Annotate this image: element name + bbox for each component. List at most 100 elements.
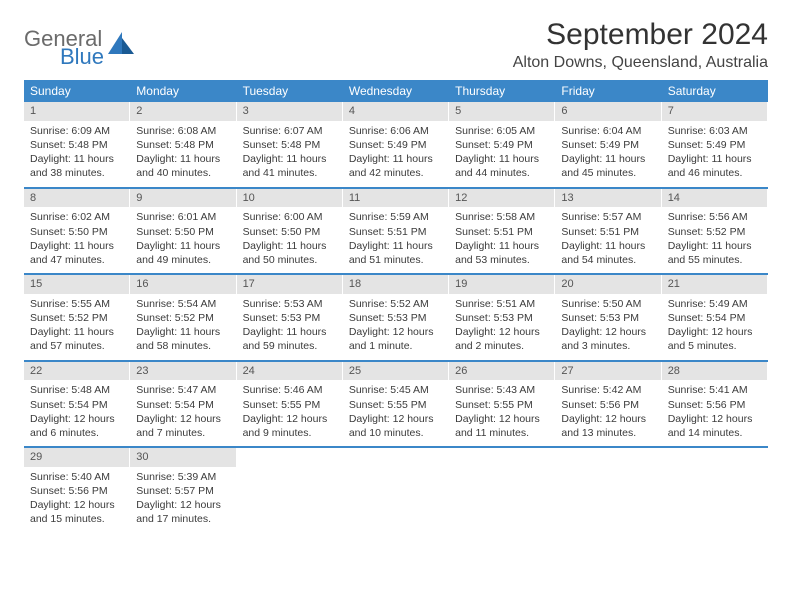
daylight-line: Daylight: 11 hours and 42 minutes.: [349, 152, 442, 180]
weekday-header: Monday: [130, 80, 236, 102]
weekday-header: Friday: [555, 80, 661, 102]
calendar-day-cell: 28Sunrise: 5:41 AMSunset: 5:56 PMDayligh…: [662, 362, 768, 447]
sunset-line: Sunset: 5:57 PM: [136, 484, 229, 498]
sunset-line: Sunset: 5:56 PM: [668, 398, 761, 412]
daylight-line: Daylight: 11 hours and 55 minutes.: [668, 239, 761, 267]
calendar-day-cell: 26Sunrise: 5:43 AMSunset: 5:55 PMDayligh…: [449, 362, 555, 447]
calendar-day-cell: 7Sunrise: 6:03 AMSunset: 5:49 PMDaylight…: [662, 102, 768, 187]
sunset-line: Sunset: 5:50 PM: [243, 225, 336, 239]
daylight-line: Daylight: 11 hours and 50 minutes.: [243, 239, 336, 267]
daylight-line: Daylight: 12 hours and 5 minutes.: [668, 325, 761, 353]
sunrise-line: Sunrise: 5:45 AM: [349, 383, 442, 397]
day-number: 28: [662, 362, 767, 381]
day-info: Sunrise: 5:55 AMSunset: 5:52 PMDaylight:…: [24, 294, 129, 360]
day-number: 24: [237, 362, 342, 381]
calendar-day-cell: 8Sunrise: 6:02 AMSunset: 5:50 PMDaylight…: [24, 189, 130, 274]
day-info: Sunrise: 5:45 AMSunset: 5:55 PMDaylight:…: [343, 380, 448, 446]
daylight-line: Daylight: 12 hours and 14 minutes.: [668, 412, 761, 440]
calendar-week: 22Sunrise: 5:48 AMSunset: 5:54 PMDayligh…: [24, 362, 768, 449]
sunset-line: Sunset: 5:52 PM: [30, 311, 123, 325]
calendar-day-cell: 17Sunrise: 5:53 AMSunset: 5:53 PMDayligh…: [237, 275, 343, 360]
calendar-day-cell: 30Sunrise: 5:39 AMSunset: 5:57 PMDayligh…: [130, 448, 236, 533]
sunset-line: Sunset: 5:48 PM: [30, 138, 123, 152]
day-number: 25: [343, 362, 448, 381]
calendar-day-cell: [237, 448, 343, 533]
day-number: 11: [343, 189, 448, 208]
sunset-line: Sunset: 5:54 PM: [30, 398, 123, 412]
sunset-line: Sunset: 5:53 PM: [561, 311, 654, 325]
day-number: 9: [130, 189, 235, 208]
day-number: 15: [24, 275, 129, 294]
sunrise-line: Sunrise: 5:42 AM: [561, 383, 654, 397]
day-info: Sunrise: 6:00 AMSunset: 5:50 PMDaylight:…: [237, 207, 342, 273]
day-info: Sunrise: 6:04 AMSunset: 5:49 PMDaylight:…: [555, 121, 660, 187]
day-info: Sunrise: 5:49 AMSunset: 5:54 PMDaylight:…: [662, 294, 767, 360]
calendar-week: 15Sunrise: 5:55 AMSunset: 5:52 PMDayligh…: [24, 275, 768, 362]
calendar-day-cell: 19Sunrise: 5:51 AMSunset: 5:53 PMDayligh…: [449, 275, 555, 360]
sunrise-line: Sunrise: 5:56 AM: [668, 210, 761, 224]
daylight-line: Daylight: 11 hours and 57 minutes.: [30, 325, 123, 353]
daylight-line: Daylight: 12 hours and 2 minutes.: [455, 325, 548, 353]
day-number: 7: [662, 102, 767, 121]
daylight-line: Daylight: 11 hours and 44 minutes.: [455, 152, 548, 180]
calendar-day-cell: 15Sunrise: 5:55 AMSunset: 5:52 PMDayligh…: [24, 275, 130, 360]
daylight-line: Daylight: 12 hours and 6 minutes.: [30, 412, 123, 440]
sunrise-line: Sunrise: 6:07 AM: [243, 124, 336, 138]
day-number: 22: [24, 362, 129, 381]
logo: General Blue: [24, 18, 134, 68]
sunrise-line: Sunrise: 5:51 AM: [455, 297, 548, 311]
logo-blue-text: Blue: [60, 46, 104, 68]
day-info: Sunrise: 6:05 AMSunset: 5:49 PMDaylight:…: [449, 121, 554, 187]
day-number: 4: [343, 102, 448, 121]
day-number: 26: [449, 362, 554, 381]
page-title: September 2024: [513, 18, 768, 52]
day-info: Sunrise: 5:41 AMSunset: 5:56 PMDaylight:…: [662, 380, 767, 446]
day-number: 8: [24, 189, 129, 208]
sunset-line: Sunset: 5:53 PM: [349, 311, 442, 325]
day-number: 6: [555, 102, 660, 121]
sunset-line: Sunset: 5:56 PM: [30, 484, 123, 498]
sunset-line: Sunset: 5:50 PM: [30, 225, 123, 239]
sunrise-line: Sunrise: 6:04 AM: [561, 124, 654, 138]
sunrise-line: Sunrise: 6:03 AM: [668, 124, 761, 138]
day-info: Sunrise: 6:03 AMSunset: 5:49 PMDaylight:…: [662, 121, 767, 187]
day-info: Sunrise: 6:01 AMSunset: 5:50 PMDaylight:…: [130, 207, 235, 273]
day-number: 16: [130, 275, 235, 294]
calendar-day-cell: 11Sunrise: 5:59 AMSunset: 5:51 PMDayligh…: [343, 189, 449, 274]
sunrise-line: Sunrise: 6:02 AM: [30, 210, 123, 224]
sunset-line: Sunset: 5:49 PM: [455, 138, 548, 152]
sunset-line: Sunset: 5:49 PM: [668, 138, 761, 152]
sunrise-line: Sunrise: 5:49 AM: [668, 297, 761, 311]
sunrise-line: Sunrise: 6:01 AM: [136, 210, 229, 224]
day-info: Sunrise: 6:06 AMSunset: 5:49 PMDaylight:…: [343, 121, 448, 187]
daylight-line: Daylight: 11 hours and 40 minutes.: [136, 152, 229, 180]
day-info: Sunrise: 5:48 AMSunset: 5:54 PMDaylight:…: [24, 380, 129, 446]
weekday-header: Thursday: [449, 80, 555, 102]
day-number: 13: [555, 189, 660, 208]
sunrise-line: Sunrise: 5:46 AM: [243, 383, 336, 397]
calendar-day-cell: 23Sunrise: 5:47 AMSunset: 5:54 PMDayligh…: [130, 362, 236, 447]
daylight-line: Daylight: 12 hours and 17 minutes.: [136, 498, 229, 526]
day-info: Sunrise: 5:59 AMSunset: 5:51 PMDaylight:…: [343, 207, 448, 273]
sunset-line: Sunset: 5:48 PM: [136, 138, 229, 152]
day-info: Sunrise: 5:58 AMSunset: 5:51 PMDaylight:…: [449, 207, 554, 273]
daylight-line: Daylight: 11 hours and 49 minutes.: [136, 239, 229, 267]
calendar-day-cell: 6Sunrise: 6:04 AMSunset: 5:49 PMDaylight…: [555, 102, 661, 187]
sunrise-line: Sunrise: 5:50 AM: [561, 297, 654, 311]
calendar-day-cell: 21Sunrise: 5:49 AMSunset: 5:54 PMDayligh…: [662, 275, 768, 360]
sunset-line: Sunset: 5:51 PM: [561, 225, 654, 239]
sunset-line: Sunset: 5:51 PM: [349, 225, 442, 239]
calendar-day-cell: 12Sunrise: 5:58 AMSunset: 5:51 PMDayligh…: [449, 189, 555, 274]
daylight-line: Daylight: 12 hours and 3 minutes.: [561, 325, 654, 353]
sunset-line: Sunset: 5:49 PM: [349, 138, 442, 152]
weekday-header: Sunday: [24, 80, 130, 102]
header: General Blue September 2024 Alton Downs,…: [24, 18, 768, 72]
day-info: Sunrise: 6:02 AMSunset: 5:50 PMDaylight:…: [24, 207, 129, 273]
calendar-day-cell: 13Sunrise: 5:57 AMSunset: 5:51 PMDayligh…: [555, 189, 661, 274]
sunset-line: Sunset: 5:48 PM: [243, 138, 336, 152]
calendar-day-cell: 1Sunrise: 6:09 AMSunset: 5:48 PMDaylight…: [24, 102, 130, 187]
daylight-line: Daylight: 12 hours and 15 minutes.: [30, 498, 123, 526]
day-number: 21: [662, 275, 767, 294]
sunrise-line: Sunrise: 6:05 AM: [455, 124, 548, 138]
sunrise-line: Sunrise: 5:57 AM: [561, 210, 654, 224]
